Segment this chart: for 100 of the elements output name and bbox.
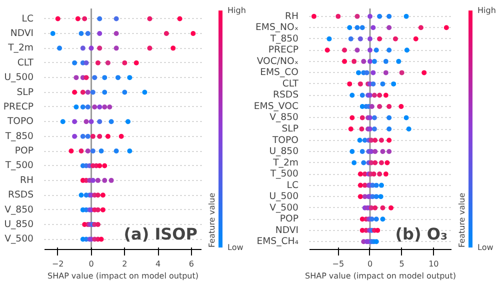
point bbox=[84, 119, 89, 124]
point bbox=[90, 178, 96, 183]
y-tick-label: CLT bbox=[17, 57, 34, 68]
point bbox=[164, 30, 169, 36]
point bbox=[377, 104, 382, 109]
point bbox=[84, 60, 89, 66]
y-tick-label: TOPO bbox=[6, 116, 34, 128]
point bbox=[370, 25, 376, 30]
point bbox=[367, 14, 372, 19]
y-tick-label: EMS_CH₄ bbox=[256, 236, 299, 248]
point bbox=[177, 16, 182, 22]
y-tick-label: U_500 bbox=[4, 72, 34, 84]
point bbox=[391, 81, 396, 86]
y-tick-label: VOC/NOₓ bbox=[256, 56, 299, 67]
x-tick-label: 2 bbox=[122, 260, 128, 268]
x-tick-label: 6 bbox=[188, 260, 194, 268]
point bbox=[404, 115, 409, 120]
text: Low bbox=[478, 243, 494, 252]
point bbox=[122, 60, 128, 66]
point bbox=[350, 115, 355, 120]
point bbox=[88, 119, 94, 124]
point bbox=[396, 58, 402, 64]
point bbox=[311, 14, 316, 19]
point bbox=[372, 115, 377, 120]
point bbox=[367, 48, 372, 53]
point bbox=[80, 46, 86, 51]
point bbox=[359, 126, 364, 132]
point bbox=[383, 58, 388, 64]
point bbox=[100, 192, 106, 198]
y-tick-label: T_850 bbox=[269, 33, 299, 44]
y-tick-label: PRECP bbox=[268, 44, 299, 56]
point bbox=[358, 172, 363, 177]
point bbox=[374, 216, 379, 222]
point bbox=[367, 58, 372, 64]
y-tick-label: U_850 bbox=[4, 219, 34, 230]
y-tick-label: PRECP bbox=[3, 101, 34, 112]
color-bar-title: Feature value bbox=[208, 192, 216, 248]
point bbox=[97, 119, 102, 124]
y-tick-label: LC bbox=[286, 180, 299, 191]
point bbox=[336, 14, 341, 19]
point bbox=[105, 60, 110, 66]
point bbox=[361, 58, 366, 64]
point bbox=[92, 75, 98, 80]
point bbox=[358, 36, 363, 42]
point bbox=[374, 182, 379, 188]
y-tick-label: T_2m bbox=[7, 42, 34, 54]
y-tick-label: RH bbox=[20, 174, 34, 186]
point bbox=[90, 148, 96, 154]
y-tick-label: U_850 bbox=[269, 146, 299, 158]
point bbox=[386, 126, 392, 132]
y-tick-label: T_850 bbox=[4, 130, 34, 142]
y-tick-label: T_500 bbox=[269, 168, 299, 180]
point bbox=[372, 126, 377, 132]
point bbox=[97, 16, 102, 22]
point bbox=[90, 90, 96, 95]
text: High bbox=[478, 6, 496, 15]
text: High bbox=[228, 6, 246, 15]
point bbox=[98, 236, 104, 242]
y-tick-label: EMS_VOC bbox=[254, 100, 299, 112]
x-tick-label: 0 bbox=[88, 260, 94, 268]
y-tick-label: POP bbox=[280, 214, 299, 225]
point bbox=[102, 163, 108, 168]
point bbox=[354, 48, 360, 53]
y-tick-label: SLP bbox=[282, 124, 299, 134]
point bbox=[380, 81, 386, 86]
point bbox=[348, 126, 354, 132]
y-tick-label: RSDS bbox=[8, 190, 34, 201]
point bbox=[372, 92, 377, 98]
y-tick-label: RSDS bbox=[272, 90, 299, 101]
annotation: (a) ISOP bbox=[124, 224, 198, 244]
point bbox=[358, 81, 363, 86]
point bbox=[74, 104, 79, 110]
point bbox=[342, 58, 348, 64]
y-tick-label: LC bbox=[22, 13, 34, 24]
point bbox=[85, 90, 90, 95]
y-tick-label: RH bbox=[285, 10, 299, 22]
point bbox=[78, 30, 84, 36]
point bbox=[399, 70, 404, 76]
point bbox=[404, 48, 410, 53]
point bbox=[358, 194, 363, 200]
y-tick-label: U_500 bbox=[269, 191, 299, 202]
y-tick-label: NDVI bbox=[275, 224, 299, 236]
y-tick-label: V_500 bbox=[4, 234, 34, 245]
point bbox=[404, 14, 409, 19]
x-tick-label: 4 bbox=[156, 260, 161, 268]
y-tick-label: CLT bbox=[282, 78, 299, 90]
point bbox=[80, 134, 86, 139]
point bbox=[50, 30, 56, 36]
point bbox=[367, 36, 372, 42]
point bbox=[85, 134, 90, 139]
point bbox=[114, 16, 119, 22]
x-tick-label: −2 bbox=[52, 260, 64, 268]
point bbox=[190, 30, 196, 36]
y-tick-label: V_850 bbox=[4, 204, 34, 216]
point bbox=[95, 192, 100, 198]
point bbox=[352, 58, 357, 64]
point bbox=[386, 14, 392, 19]
point bbox=[374, 239, 379, 244]
point bbox=[324, 48, 330, 53]
point bbox=[85, 30, 90, 36]
